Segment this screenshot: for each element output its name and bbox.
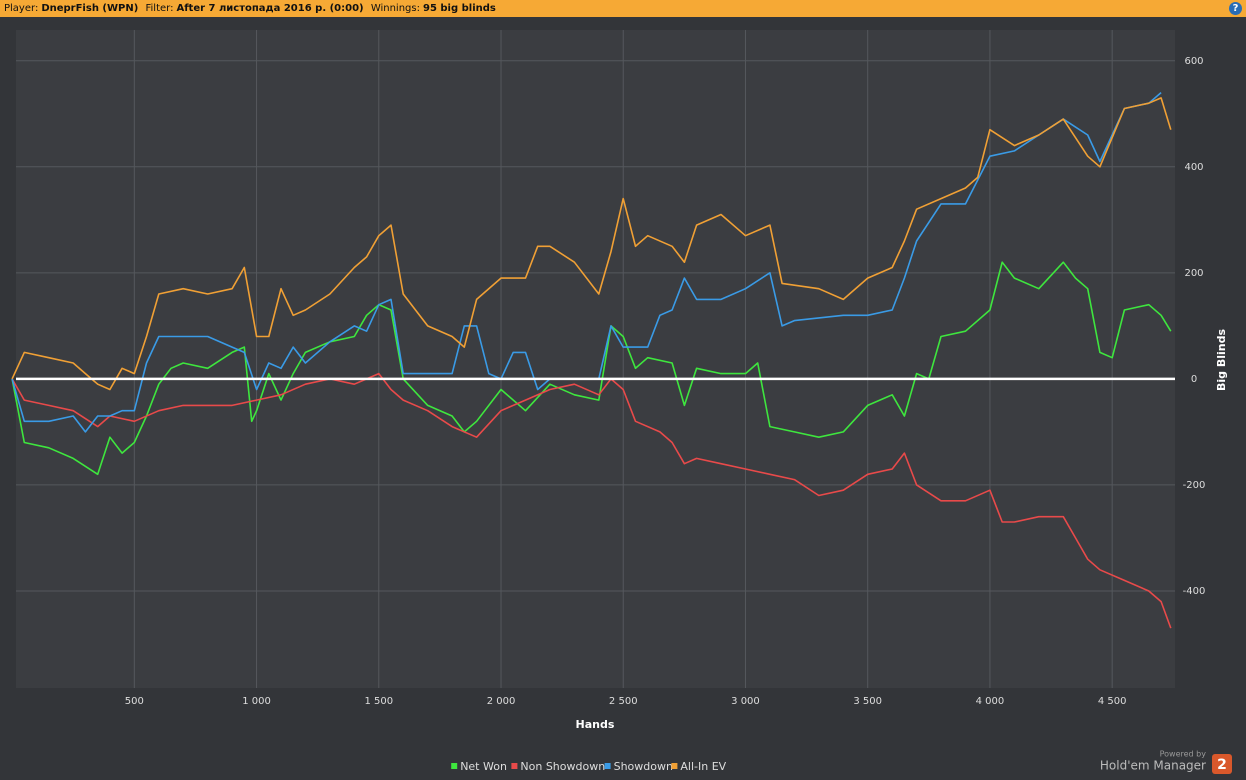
y-tick-label: 200 <box>1184 268 1203 279</box>
series-line <box>11 261 1172 476</box>
x-axis-title: Hands <box>576 718 615 731</box>
logo <box>1212 754 1232 774</box>
y-tick-label: 600 <box>1184 56 1203 67</box>
player: DneprFish (WPN) <box>41 3 139 14</box>
y-tick-label: 400 <box>1184 162 1203 173</box>
logo-text: 2 <box>1217 757 1227 773</box>
y-axis-title: Big Blinds <box>1215 329 1228 391</box>
x-tick-label: 4 500 <box>1098 696 1127 707</box>
legend-swatch <box>451 763 458 769</box>
y-tick-label: -400 <box>1183 586 1206 597</box>
series-line <box>11 97 1172 391</box>
help-button[interactable]: ? <box>1229 2 1242 15</box>
x-tick-label: 2 000 <box>487 696 516 707</box>
x-tick-label: 1 000 <box>242 696 271 707</box>
legend-label: Net Won <box>460 760 507 773</box>
series-line <box>11 91 1162 433</box>
y-tick-label: 0 <box>1191 374 1197 385</box>
chart: Hands Big Blinds Powered by Hold'em Mana… <box>11 30 1232 774</box>
y-tick-label: -200 <box>1183 480 1206 491</box>
legend-swatch <box>604 763 611 769</box>
x-tick-label: 3 500 <box>853 696 882 707</box>
brand: Hold'em Manager <box>1100 759 1206 773</box>
legend-label: All-In EV <box>680 760 726 773</box>
x-tick-label: 2 500 <box>609 696 638 707</box>
legend-label: Non Showdown <box>520 760 605 773</box>
header: Player: DneprFish (WPN) Filter: After 7 ли… <box>0 0 1246 17</box>
legend-swatch <box>671 763 678 769</box>
winnings: 95 big blinds <box>422 3 496 14</box>
player-label: Player: <box>4 3 39 14</box>
legend-swatch <box>511 763 518 769</box>
x-tick-label: 1 500 <box>364 696 393 707</box>
filter: After 7 листопада 2016 р. (0:00) <box>176 3 364 14</box>
legend-label: Showdown <box>614 760 673 773</box>
x-tick-label: 4 000 <box>976 696 1005 707</box>
plot-area <box>16 30 1175 688</box>
series-line <box>11 372 1172 629</box>
x-tick-label: 500 <box>125 696 144 707</box>
powered-by: Powered by <box>1160 750 1207 759</box>
winnings-label: Winnings: <box>370 3 420 14</box>
filter-label: Filter: <box>145 3 174 14</box>
x-tick-label: 3 000 <box>731 696 760 707</box>
